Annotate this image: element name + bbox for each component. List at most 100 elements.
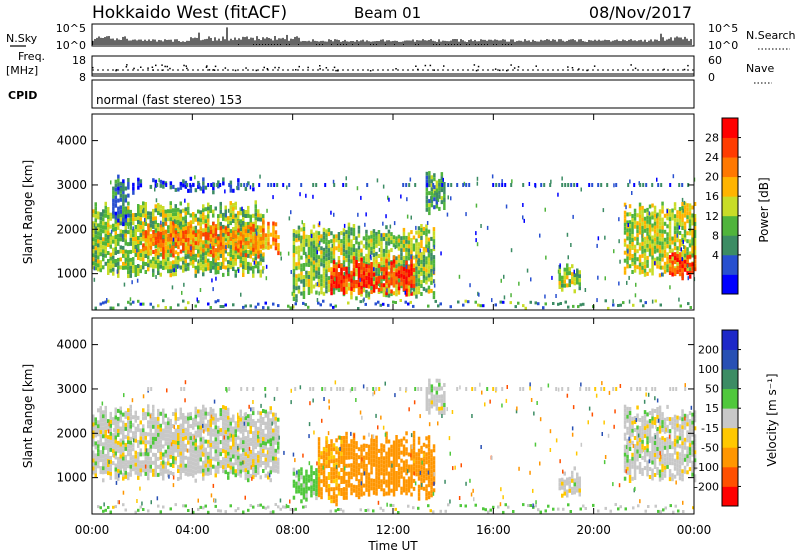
power-cell — [639, 203, 642, 207]
power-cell — [353, 228, 356, 232]
power-cell — [370, 278, 373, 282]
velocity-cell — [247, 450, 250, 454]
power-cell — [155, 241, 158, 245]
power-cell — [661, 218, 664, 222]
noise-cell — [524, 219, 526, 223]
power-cell — [232, 189, 235, 193]
power-cell — [195, 241, 198, 245]
power-cell — [175, 212, 178, 216]
power-cell — [641, 238, 644, 242]
power-cell — [418, 270, 421, 274]
power-cell — [350, 291, 353, 295]
ground-scatter-cell — [530, 301, 533, 304]
noise-cell — [357, 213, 359, 217]
velocity-cell — [137, 476, 140, 480]
freq-dot — [299, 66, 301, 68]
velocity-cell — [140, 452, 143, 456]
far-range-cell — [657, 183, 659, 187]
power-cell — [105, 226, 108, 230]
noise-cell — [395, 245, 397, 249]
power-cell — [390, 261, 393, 265]
velocity-cell — [330, 443, 333, 447]
velocity-cell — [210, 443, 213, 447]
velocity-cell — [215, 429, 218, 433]
power-cell — [170, 213, 173, 217]
far-range-cell — [219, 183, 221, 187]
ground-scatter-cell — [242, 306, 245, 309]
velocity-cell — [95, 433, 98, 437]
power-cell — [130, 210, 133, 214]
power-cell — [235, 206, 238, 210]
power-cell — [676, 238, 679, 242]
velocity-cell — [245, 428, 248, 432]
velocity-cell — [182, 457, 185, 461]
power-cell — [147, 259, 150, 263]
velocity-cell — [240, 474, 243, 478]
velocity-cell — [300, 483, 303, 487]
power-cell — [438, 183, 441, 187]
velocity-cell — [255, 433, 258, 437]
noise-cell — [317, 298, 319, 302]
nsky-bars — [93, 27, 691, 45]
velocity-cell — [245, 448, 248, 452]
power-cell — [207, 263, 210, 267]
power-cell — [403, 228, 406, 232]
power-cell — [245, 266, 248, 270]
power-cell — [192, 220, 195, 224]
power-cell — [310, 278, 313, 282]
velocity-cell — [122, 473, 125, 477]
freq-dot — [684, 69, 686, 71]
power-cell — [195, 274, 198, 278]
power-cell — [122, 183, 125, 187]
noise-cell — [319, 241, 321, 245]
power-cell — [222, 217, 225, 221]
power-cell — [192, 250, 195, 254]
power-cell — [418, 286, 421, 290]
power-cell — [293, 257, 296, 261]
velocity-cell — [187, 457, 190, 461]
power-cell — [182, 217, 185, 221]
nsearch-dot — [394, 44, 395, 45]
power-cell — [157, 231, 160, 235]
velocity-cell — [240, 418, 243, 422]
power-cell — [418, 274, 421, 278]
power-cell — [160, 240, 163, 244]
power-cell — [626, 256, 629, 260]
velocity-cell — [323, 447, 326, 451]
velocity-cell — [200, 410, 203, 414]
power-cell — [272, 226, 275, 230]
ground-scatter-cell — [480, 304, 483, 307]
power-cell — [107, 251, 110, 255]
power-cell — [629, 224, 632, 228]
power-cell — [212, 254, 215, 258]
velocity-cell — [130, 409, 133, 413]
power-cell — [654, 222, 657, 226]
power-cell — [125, 226, 128, 230]
velocity-cell — [227, 408, 230, 412]
power-cell — [205, 236, 208, 240]
power-cell — [669, 245, 672, 249]
velocity-cell — [217, 470, 220, 474]
velocity-cell — [167, 437, 170, 441]
freq-unit-label: [MHz] — [6, 64, 38, 77]
velocity-cell — [165, 470, 168, 474]
velocity-cell — [170, 423, 173, 427]
power-cell — [262, 244, 265, 248]
noise-cell — [476, 204, 478, 208]
velocity-cell — [320, 467, 323, 471]
power-cell — [267, 222, 270, 226]
power-cell — [426, 200, 429, 204]
velocity-cell — [127, 472, 130, 476]
power-cell — [340, 239, 343, 243]
velocity-cell — [130, 417, 133, 421]
velocity-cell — [252, 467, 255, 471]
power-cell — [639, 267, 642, 271]
power-cell — [631, 262, 634, 266]
power-cell — [242, 257, 245, 261]
velocity-cell — [115, 432, 118, 436]
power-cell — [403, 271, 406, 275]
power-cell — [200, 254, 203, 258]
velocity-cell — [325, 460, 328, 464]
power-cell — [232, 203, 235, 207]
velocity-cell — [147, 476, 150, 480]
